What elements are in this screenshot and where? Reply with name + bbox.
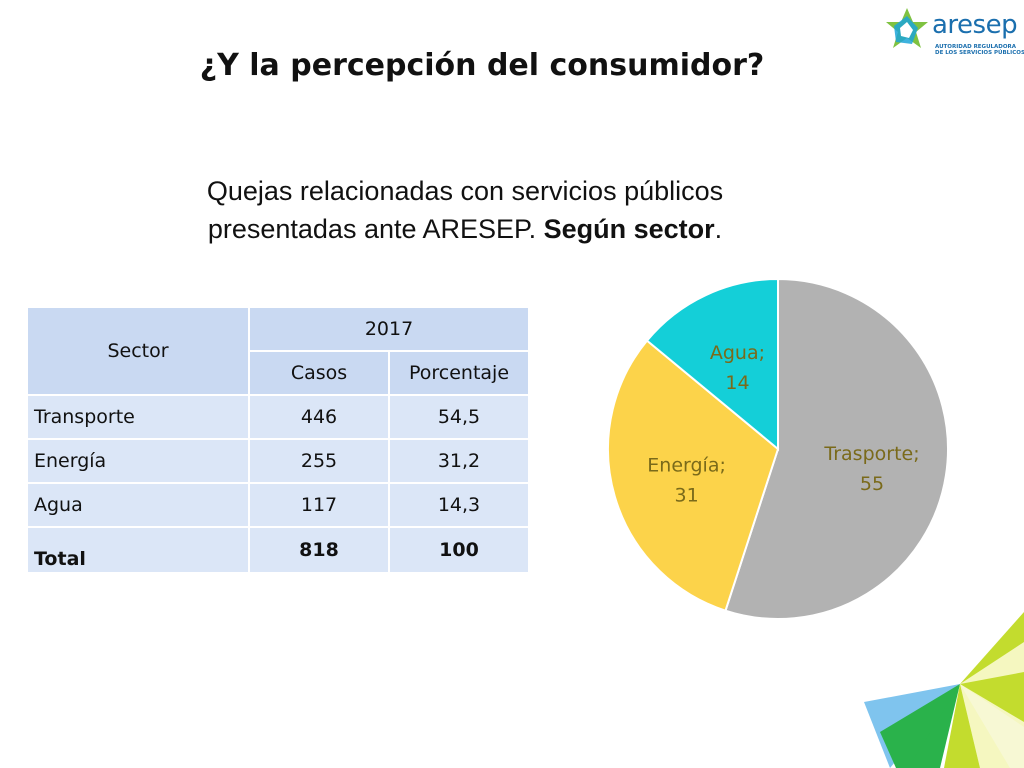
pie-slice-label: Agua; 14 — [710, 342, 765, 394]
subtitle-line-2-bold: Según sector — [543, 214, 715, 244]
header-year: 2017 — [248, 306, 530, 352]
pie-slice — [724, 277, 949, 620]
aresep-logo: aresep AUTORIDAD REGULADORA DE LOS SERVI… — [882, 6, 1024, 62]
slide-subtitle: Quejas relacionadas con servicios públic… — [140, 172, 790, 248]
row-porcentaje: 54,5 — [388, 394, 530, 440]
header-casos: Casos — [248, 350, 390, 396]
row-sector: Energía — [26, 438, 250, 484]
slide-title: ¿Y la percepción del consumidor? — [199, 48, 765, 83]
table-row: Energía 255 31,2 — [26, 438, 530, 484]
pie-slice-label: Trasporte; 55 — [823, 443, 919, 495]
table-total-row: Total 818 100 — [26, 526, 530, 574]
pie-slice — [645, 277, 779, 452]
total-porcentaje: 100 — [388, 526, 530, 574]
row-sector: Transporte — [26, 394, 250, 440]
pie-slice — [607, 339, 780, 612]
table-row: Transporte 446 54,5 — [26, 394, 530, 440]
row-porcentaje: 31,2 — [388, 438, 530, 484]
header-sector: Sector — [26, 306, 250, 396]
table-header-row-2: Casos Porcentaje — [27, 350, 530, 396]
logo-subtitle: AUTORIDAD REGULADORA DE LOS SERVICIOS PÚ… — [935, 44, 1024, 56]
row-casos: 446 — [248, 394, 390, 440]
table-row: Agua 117 14,3 — [26, 482, 530, 528]
total-casos: 818 — [248, 526, 390, 574]
row-casos: 117 — [248, 482, 390, 528]
total-label: Total — [26, 526, 250, 574]
table-header-row-1: Sector 2017 — [26, 306, 530, 396]
pie-slice-label: Energía; 31 — [647, 455, 726, 507]
complaints-table: Sector 2017 Casos Porcentaje Transporte … — [26, 306, 530, 574]
row-sector: Agua — [26, 482, 250, 528]
subtitle-line-1: Quejas relacionadas con servicios públic… — [206, 176, 724, 206]
header-porcentaje: Porcentaje — [388, 350, 530, 396]
row-casos: 255 — [248, 438, 390, 484]
subtitle-line-2: presentadas ante ARESEP. Según sector. — [140, 210, 790, 248]
logo-name: aresep — [932, 10, 1018, 40]
aresep-logo-icon — [886, 8, 928, 48]
corner-decoration — [864, 612, 1024, 768]
subtitle-line-2-end: . — [714, 214, 723, 244]
row-porcentaje: 14,3 — [388, 482, 530, 528]
sector-pie-chart: Trasporte; 55 Energía; 31 Agua; 14 — [607, 277, 949, 620]
subtitle-line-2-text: presentadas ante ARESEP. — [207, 214, 544, 244]
